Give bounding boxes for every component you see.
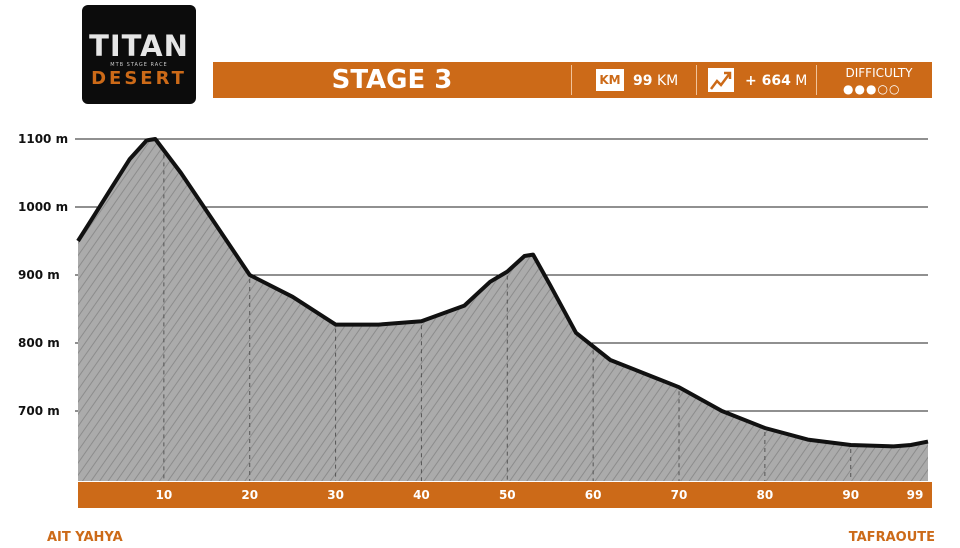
difficulty-dot: ● bbox=[865, 82, 878, 96]
y-tick-label: 1000 m bbox=[18, 200, 68, 214]
x-tick-label: 70 bbox=[671, 488, 688, 502]
stage-title: STAGE 3 bbox=[331, 65, 453, 95]
elevation-readout: + 664 M bbox=[745, 73, 807, 89]
difficulty-dots: ●●●○○ bbox=[843, 82, 900, 96]
stage-banner: STAGE 3 KM 99 KM + 664 M DIFFICULTY ●●●○… bbox=[213, 62, 932, 98]
separator bbox=[696, 65, 697, 95]
difficulty-dot: ○ bbox=[888, 82, 901, 96]
elevation-unit: M bbox=[795, 73, 808, 89]
x-tick-label: 40 bbox=[413, 488, 430, 502]
y-tick-label: 1100 m bbox=[18, 132, 68, 146]
x-tick-label: 60 bbox=[585, 488, 602, 502]
difficulty-label: DIFFICULTY bbox=[845, 66, 913, 80]
x-tick-label: 30 bbox=[327, 488, 344, 502]
difficulty-dot: ○ bbox=[877, 82, 889, 96]
distance-unit: KM bbox=[656, 73, 679, 89]
logo-title: TITAN bbox=[89, 29, 189, 63]
elevation-gain-icon bbox=[708, 68, 734, 92]
distance-axis-bar bbox=[78, 482, 932, 508]
x-tick-label: 90 bbox=[842, 488, 859, 502]
x-tick-label: 80 bbox=[757, 488, 774, 502]
elevation-line bbox=[76, 137, 929, 449]
distance-value: 99 bbox=[633, 73, 653, 89]
x-tick-label: 10 bbox=[156, 488, 173, 502]
y-tick-label: 900 m bbox=[18, 268, 60, 282]
x-tick-label: 99 bbox=[907, 488, 924, 502]
finish-label: TAFRAOUTE bbox=[848, 530, 935, 545]
elevation-value: + 664 bbox=[745, 73, 791, 89]
distance-badge: KM bbox=[596, 69, 624, 91]
separator bbox=[571, 65, 572, 95]
logo-desert: DESERT bbox=[91, 68, 187, 89]
separator bbox=[816, 65, 817, 95]
distance-readout: 99 KM bbox=[633, 73, 678, 89]
difficulty-dot: ● bbox=[854, 82, 866, 96]
y-tick-label: 700 m bbox=[18, 404, 60, 418]
elevation-area bbox=[78, 139, 928, 481]
y-tick-label: 800 m bbox=[18, 336, 60, 350]
logo-subtitle: MTB STAGE RACE bbox=[110, 62, 168, 68]
start-label: AIT YAHYA bbox=[47, 530, 123, 545]
x-tick-label: 50 bbox=[499, 488, 516, 502]
x-tick-label: 20 bbox=[241, 488, 258, 502]
titan-desert-logo: TITAN MTB STAGE RACE DESERT bbox=[82, 5, 196, 104]
difficulty-dot: ● bbox=[843, 82, 855, 96]
